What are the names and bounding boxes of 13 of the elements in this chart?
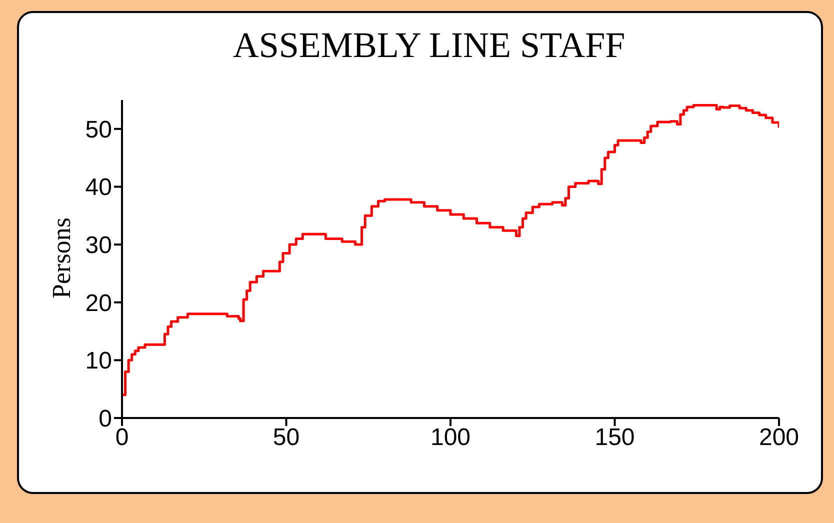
- y-axis-title: Persons: [47, 218, 77, 298]
- x-tick-label: 200: [758, 424, 800, 452]
- y-tick-label: 20: [85, 290, 112, 317]
- x-tick-label: 50: [272, 424, 300, 452]
- y-tick-label: 30: [85, 232, 112, 260]
- x-tick-label: 0: [115, 424, 129, 452]
- y-tick-label: 50: [85, 116, 112, 144]
- x-tick-label: 100: [430, 424, 471, 452]
- y-tick-label: 10: [85, 348, 112, 375]
- x-tick-label: 150: [594, 424, 635, 452]
- chart-title: ASSEMBLY LINE STAFF: [232, 24, 626, 66]
- y-tick-label: 40: [85, 174, 112, 202]
- y-tick-label: 0: [98, 406, 112, 433]
